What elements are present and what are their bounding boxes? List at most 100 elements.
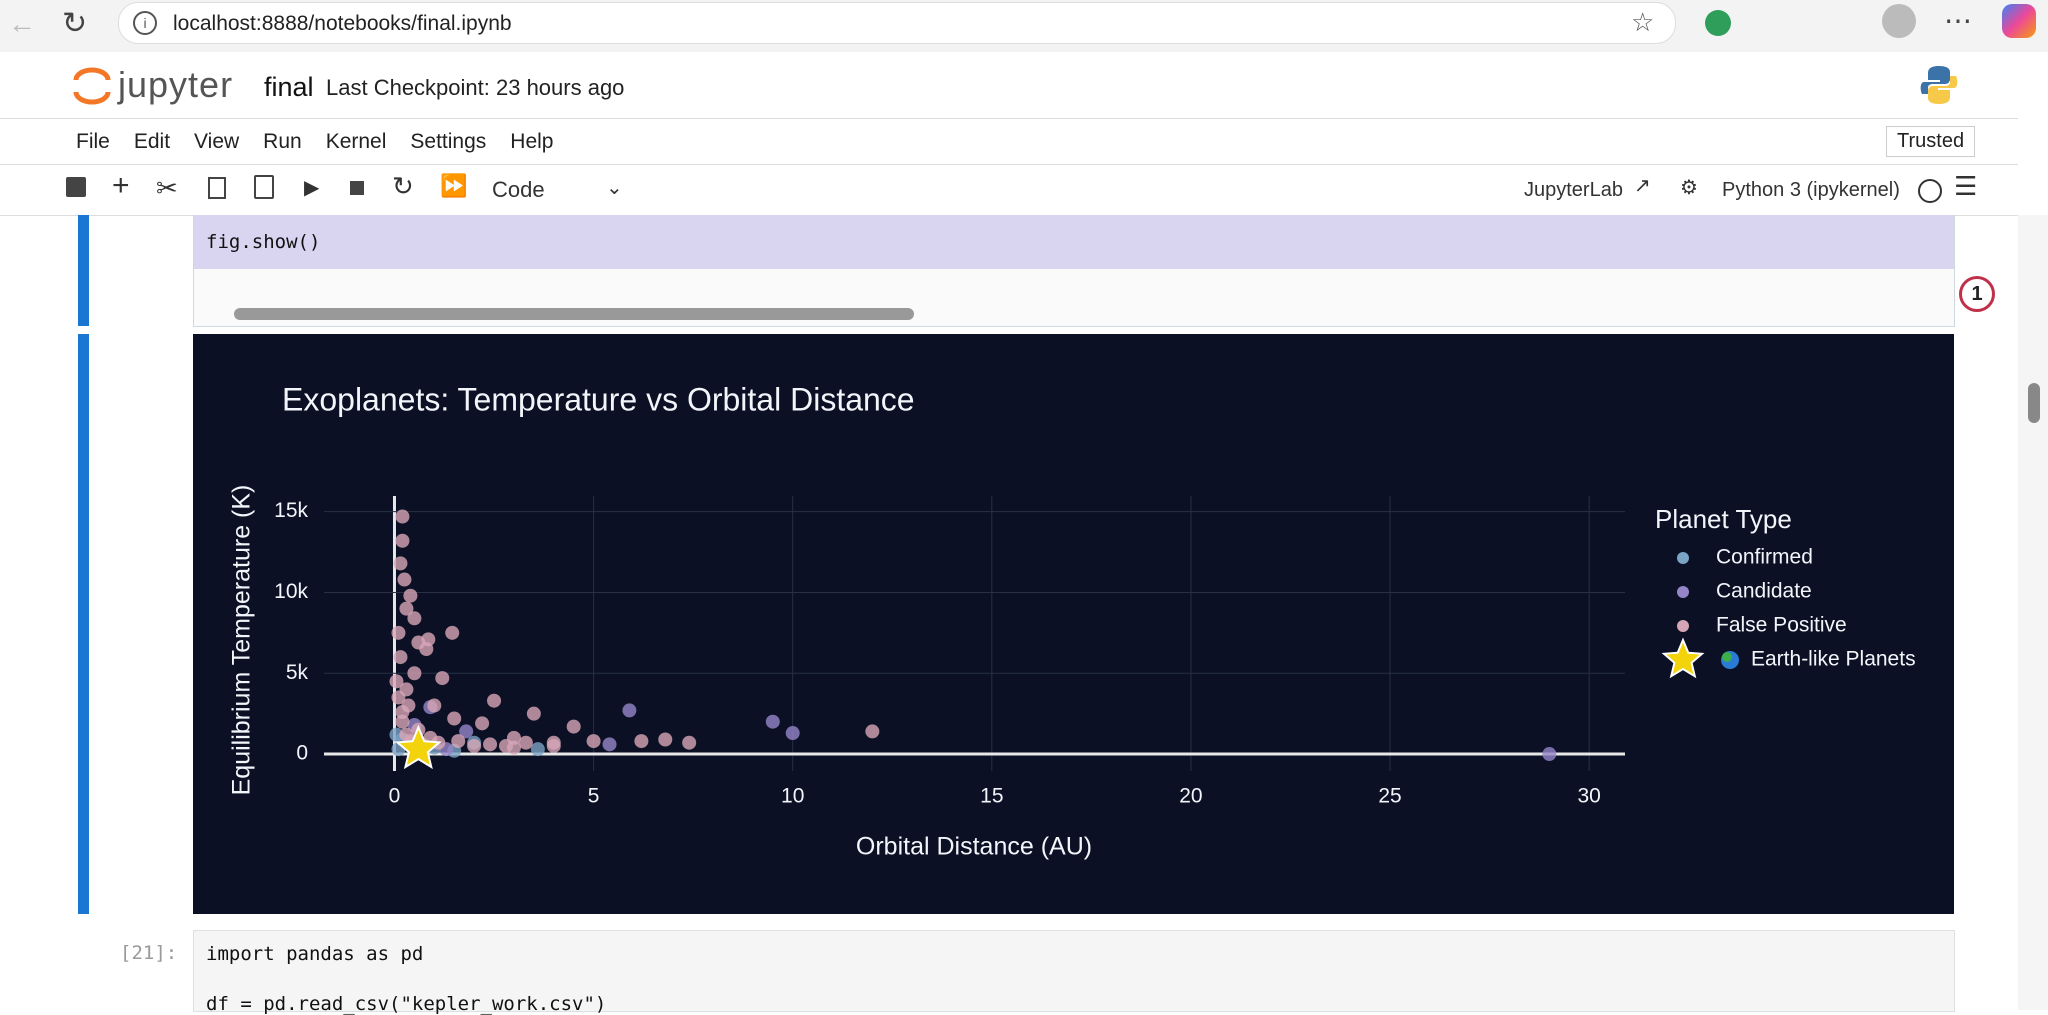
point xyxy=(483,737,498,752)
menu-item[interactable]: Help xyxy=(510,130,554,153)
point xyxy=(566,719,581,734)
globe-land xyxy=(1722,652,1732,662)
point xyxy=(395,714,410,729)
debug-icon[interactable]: ⚙ xyxy=(1680,177,1698,199)
code-line: import pandas as pd xyxy=(206,943,424,965)
code-line: fig.show() xyxy=(194,215,1954,269)
address-bar[interactable]: i localhost:8888/notebooks/final.ipynb ☆ xyxy=(118,2,1676,44)
menu-item[interactable]: Run xyxy=(263,130,302,153)
h-scrollbar[interactable] xyxy=(234,308,914,320)
run-button[interactable]: ▶ xyxy=(304,177,320,199)
jupyterlab-link[interactable]: JupyterLab xyxy=(1524,179,1623,201)
y-tick-label: 0 xyxy=(296,742,308,765)
point xyxy=(785,726,800,741)
point xyxy=(397,572,412,587)
paste-button[interactable] xyxy=(254,175,274,199)
point xyxy=(447,711,462,726)
add-cell-button[interactable]: + xyxy=(112,169,130,202)
legend-marker xyxy=(1677,586,1689,598)
profile-icon[interactable] xyxy=(1882,4,1916,38)
back-button[interactable]: ← xyxy=(8,8,36,39)
legend-label: False Positive xyxy=(1716,614,1847,637)
toolbar: + ✂ ▶ ↻ ⏩ Code ⌄ JupyterLab ↗ ⚙ Python 3… xyxy=(0,165,2018,216)
extension-icon[interactable] xyxy=(1705,10,1731,36)
x-tick-label: 0 xyxy=(389,785,401,808)
point xyxy=(395,509,410,524)
point xyxy=(658,732,673,747)
copy-button[interactable] xyxy=(208,177,226,199)
notebook-name[interactable]: final xyxy=(264,72,314,102)
point xyxy=(419,642,434,657)
cell-type-dropdown[interactable]: ⌄ xyxy=(606,177,623,199)
jupyter-logo-icon xyxy=(73,67,111,105)
point xyxy=(602,737,617,752)
v-scrollbar[interactable] xyxy=(2018,215,2048,1010)
menu-item[interactable]: Edit xyxy=(133,130,171,153)
cut-button[interactable]: ✂ xyxy=(156,173,178,203)
point xyxy=(682,735,697,750)
legend-label: Confirmed xyxy=(1716,546,1813,569)
chart-title: Exoplanets: Temperature vs Orbital Dista… xyxy=(282,381,915,417)
jupyter-logo[interactable]: jupyter xyxy=(118,64,234,105)
checkpoint: Last Checkpoint: 23 hours ago xyxy=(326,75,625,100)
x-tick-label: 30 xyxy=(1577,785,1600,808)
v-scroll-thumb[interactable] xyxy=(2028,383,2040,423)
code-line: df = pd.read_csv("kepler_work.csv") xyxy=(206,993,607,1015)
menu-item[interactable]: Kernel xyxy=(325,130,387,153)
jupyter-header: jupyter final Last Checkpoint: 23 hours … xyxy=(0,52,2018,119)
legend-label: Earth-like Planets xyxy=(1751,648,1916,671)
point xyxy=(530,742,545,757)
menu-item[interactable]: View xyxy=(194,130,240,153)
legend-marker xyxy=(1677,620,1689,632)
point xyxy=(459,724,474,739)
point xyxy=(399,601,414,616)
next-code-cell: import pandas as pd df = pd.read_csv("kep… xyxy=(193,930,1955,1015)
point xyxy=(391,625,406,640)
legend-marker xyxy=(1661,637,1705,679)
x-tick-label: 15 xyxy=(980,785,1003,808)
point xyxy=(765,714,780,729)
x-tick-label: 10 xyxy=(781,785,804,808)
point xyxy=(393,650,408,665)
stop-button[interactable] xyxy=(350,181,364,195)
output-badge: 1 xyxy=(1959,276,1995,312)
y-axis-label: Equilibrium Temperature (K) xyxy=(228,485,256,796)
menu-items: File Edit View Run Kernel Settings Help xyxy=(76,130,554,154)
cell-type[interactable]: Code xyxy=(492,177,545,202)
code-cell: fig.show() xyxy=(193,215,1955,327)
cell-bar xyxy=(78,215,89,326)
kernel-status xyxy=(1918,179,1942,203)
point xyxy=(395,705,410,720)
point xyxy=(622,703,637,718)
point xyxy=(445,625,460,640)
legend-title: Planet Type xyxy=(1655,504,1792,534)
point xyxy=(435,671,450,686)
point xyxy=(487,693,502,708)
point xyxy=(407,666,422,681)
point xyxy=(451,734,466,749)
star-point xyxy=(395,724,442,770)
kernel-name[interactable]: Python 3 (ipykernel) xyxy=(1722,179,1900,201)
browser-bar: ← ↻ i localhost:8888/notebooks/final.ipy… xyxy=(0,0,2048,52)
x-tick-label: 25 xyxy=(1378,785,1401,808)
y-tick-label: 5k xyxy=(286,661,309,684)
run-all-button[interactable]: ⏩ xyxy=(440,173,468,198)
save-button[interactable] xyxy=(66,177,86,197)
favorite-icon[interactable]: ☆ xyxy=(1631,7,1655,37)
x-tick-label: 5 xyxy=(588,785,600,808)
copilot-icon[interactable] xyxy=(2002,4,2036,38)
trusted-button[interactable]: Trusted xyxy=(1886,126,1976,157)
menu-item[interactable]: Settings xyxy=(410,130,487,153)
menu-icon[interactable]: ☰ xyxy=(1954,171,1978,201)
point xyxy=(391,690,406,705)
point xyxy=(395,533,410,548)
point xyxy=(393,556,408,571)
output-bar xyxy=(78,334,89,914)
restart-button[interactable]: ↻ xyxy=(392,171,414,201)
menu-dots[interactable]: ⋯ xyxy=(1944,5,1972,36)
point xyxy=(634,734,649,749)
point xyxy=(498,738,513,753)
reload-button[interactable]: ↻ xyxy=(62,7,88,40)
menu-item[interactable]: File xyxy=(76,130,110,153)
